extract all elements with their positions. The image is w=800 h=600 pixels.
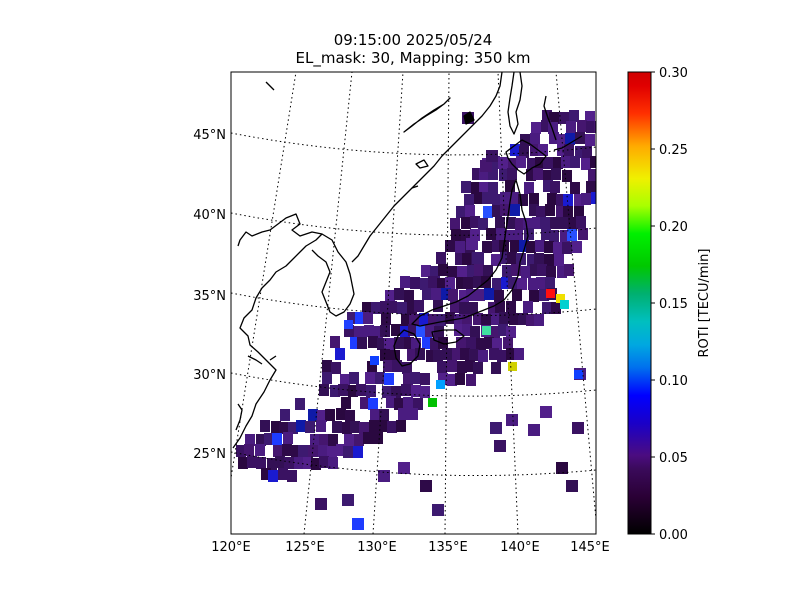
lon-label-130: 130°E — [357, 540, 397, 555]
lat-label-35: 35°N — [193, 289, 226, 304]
lon-label-120: 120°E — [211, 540, 251, 555]
colorbar-tick-label: 0.10 — [659, 374, 688, 389]
colorbar-tick-label: 0.15 — [659, 297, 688, 312]
lat-label-45: 45°N — [193, 128, 226, 143]
lon-label-140: 140°E — [500, 540, 540, 555]
coastlines — [232, 72, 583, 449]
map-area — [230, 71, 597, 535]
lat-label-25: 25°N — [193, 447, 226, 462]
lon-label-145: 145°E — [570, 540, 610, 555]
colorbar: 0.00 0.05 0.10 0.15 0.20 0.25 0.30 ROTI [TECU/… — [627, 66, 712, 543]
map-subtitle: EL_mask: 30, Mapping: 350 km — [295, 49, 531, 67]
colorbar-tick-label: 0.20 — [659, 220, 688, 235]
graticule — [231, 72, 596, 534]
lat-label-40: 40°N — [193, 208, 226, 223]
lat-label-30: 30°N — [193, 368, 226, 383]
colorbar-tick-label: 0.25 — [659, 143, 688, 158]
lon-labels: 120°E 125°E 130°E 135°E 140°E 145°E — [211, 540, 610, 555]
lon-label-135: 135°E — [428, 540, 468, 555]
lat-labels: 25°N 30°N 35°N 40°N 45°N — [193, 128, 226, 462]
map-frame — [230, 71, 597, 535]
colorbar-tick-label: 0.05 — [659, 451, 688, 466]
colorbar-tick-label: 0.00 — [659, 528, 688, 543]
map-title: 09:15:00 2025/05/24 — [333, 31, 493, 49]
colorbar-gradient — [627, 71, 652, 535]
colorbar-label: ROTI [TECU/min] — [697, 249, 712, 358]
colorbar-ticks: 0.00 0.05 0.10 0.15 0.20 0.25 0.30 — [651, 66, 688, 543]
colorbar-tick-label: 0.30 — [659, 66, 688, 81]
roti-cells — [236, 110, 596, 530]
lon-label-125: 125°E — [285, 540, 325, 555]
